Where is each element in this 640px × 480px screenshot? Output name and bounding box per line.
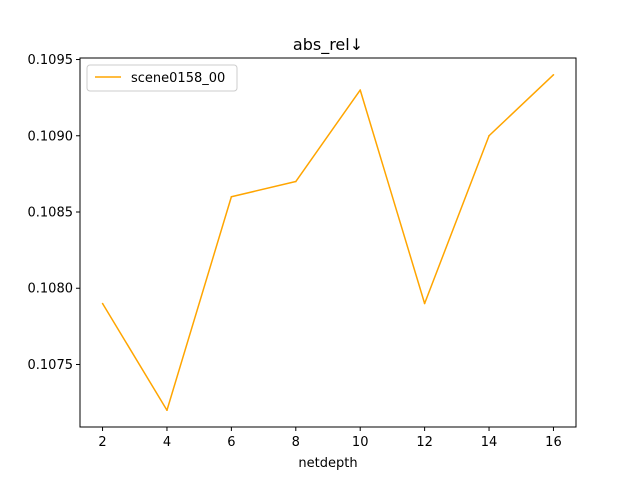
chart-title: abs_rel↓ xyxy=(293,35,363,55)
data-point xyxy=(166,409,168,412)
series-line-scene0158_00 xyxy=(101,74,554,411)
y-tick-label: 0.1080 xyxy=(28,282,74,297)
data-point xyxy=(359,89,362,91)
legend-box xyxy=(86,64,238,92)
data-point xyxy=(423,302,426,305)
data-point xyxy=(552,73,555,76)
data-point xyxy=(294,180,297,183)
legend-label-scene0158_00: scene0158_00 xyxy=(131,71,225,86)
x-axis-label: netdepth xyxy=(298,456,357,471)
y-tick-label: 0.1090 xyxy=(28,129,74,144)
x-tick-label: 2 xyxy=(98,435,106,450)
x-axis-ticks: 2 4 6 8 10 12 14 16 xyxy=(98,427,562,450)
legend: scene0158_00 xyxy=(86,64,238,92)
data-point xyxy=(230,195,233,198)
y-tick-label: 0.1095 xyxy=(28,53,74,68)
plot-area-frame xyxy=(79,57,577,428)
x-tick-label: 16 xyxy=(545,435,562,450)
data-point xyxy=(101,302,104,305)
x-tick-label: 14 xyxy=(481,435,498,450)
x-tick-label: 10 xyxy=(352,435,369,450)
y-axis-ticks: 0.1075 0.1080 0.1085 0.1090 0.1095 xyxy=(28,53,80,373)
series-layer xyxy=(101,73,555,412)
y-tick-label: 0.1075 xyxy=(28,358,74,373)
data-point xyxy=(488,134,490,137)
x-tick-label: 12 xyxy=(416,435,433,450)
x-tick-label: 8 xyxy=(292,435,300,450)
x-tick-label: 6 xyxy=(227,435,235,450)
x-tick-label: 4 xyxy=(163,435,171,450)
y-tick-label: 0.1085 xyxy=(28,206,74,221)
